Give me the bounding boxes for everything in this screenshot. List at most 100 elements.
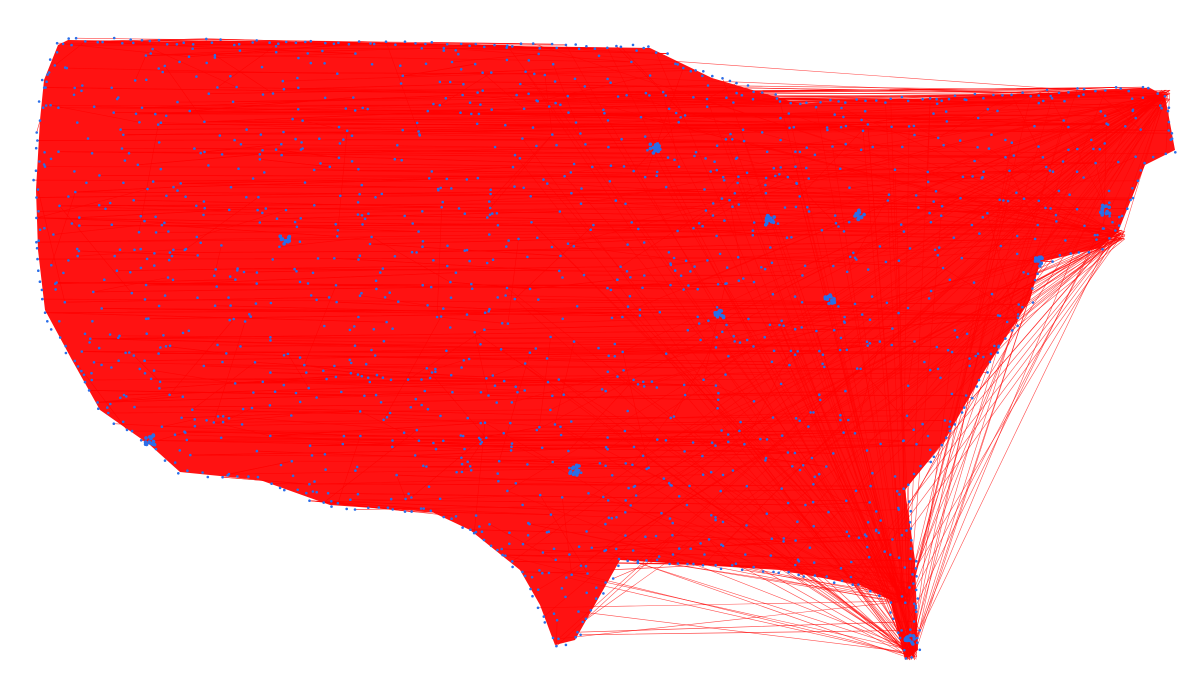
node [40, 78, 44, 82]
node [764, 176, 768, 180]
node [585, 530, 588, 533]
node [35, 196, 38, 199]
edge [44, 312, 387, 323]
node [214, 268, 217, 271]
node [1077, 94, 1081, 98]
node [868, 318, 872, 322]
edge [737, 231, 1124, 258]
node [110, 86, 113, 90]
node [1156, 92, 1159, 95]
node [185, 438, 189, 442]
node [454, 49, 458, 52]
node [1141, 96, 1145, 99]
edge [776, 98, 923, 100]
node [751, 97, 755, 101]
node [909, 509, 912, 513]
node [926, 434, 930, 438]
node [929, 289, 933, 293]
node [401, 74, 405, 78]
node [730, 564, 734, 567]
node [667, 107, 671, 111]
node [163, 459, 167, 462]
node [1108, 237, 1111, 240]
node [112, 111, 115, 114]
node [1118, 215, 1121, 219]
node [521, 570, 524, 574]
node [909, 547, 913, 550]
node [1114, 86, 1118, 89]
node [655, 170, 659, 174]
node [1131, 196, 1135, 200]
edge [702, 96, 1169, 566]
node [37, 210, 40, 213]
node [772, 349, 776, 353]
edge [565, 44, 915, 660]
node [409, 406, 413, 409]
node [915, 575, 918, 578]
node [92, 105, 96, 108]
node [158, 380, 162, 384]
edge [633, 115, 686, 172]
node [159, 121, 163, 124]
edge [506, 45, 905, 596]
node [742, 139, 746, 143]
node [636, 561, 640, 565]
node [725, 266, 729, 269]
node-cluster [713, 313, 718, 317]
node [914, 606, 918, 610]
node [582, 273, 586, 277]
edge [37, 257, 856, 260]
node [900, 533, 904, 537]
node [357, 315, 360, 319]
node [726, 433, 730, 436]
edge [578, 611, 916, 654]
edge [746, 485, 805, 577]
node [952, 236, 956, 239]
node [916, 636, 919, 640]
node [676, 562, 680, 565]
edge [134, 404, 423, 408]
edge [729, 199, 744, 279]
node [845, 348, 849, 352]
node [1131, 109, 1134, 113]
edge [703, 346, 754, 381]
node [202, 200, 206, 203]
node [345, 129, 349, 133]
node [202, 364, 206, 368]
node [813, 153, 817, 157]
edge [84, 38, 207, 42]
node [746, 84, 750, 87]
node [868, 501, 871, 504]
node [929, 460, 933, 464]
edge [651, 235, 1125, 382]
edge [899, 91, 1168, 639]
node [916, 641, 919, 644]
node [510, 442, 514, 445]
node [745, 524, 748, 527]
node [41, 297, 44, 301]
node [1062, 119, 1065, 122]
node [327, 296, 331, 299]
node [70, 43, 73, 47]
node [661, 90, 665, 94]
node [798, 468, 802, 472]
node [818, 349, 821, 353]
node [139, 266, 143, 270]
node [579, 564, 583, 568]
node [797, 560, 801, 563]
node [696, 315, 699, 319]
node-cluster [854, 212, 858, 216]
node [840, 106, 843, 110]
node [255, 449, 259, 453]
node [213, 53, 217, 57]
node-cluster [568, 471, 572, 476]
node [847, 534, 851, 538]
node [968, 357, 971, 360]
node [973, 92, 977, 96]
node [474, 42, 478, 46]
node [740, 93, 744, 97]
node [934, 190, 938, 193]
node [333, 364, 336, 368]
edge [987, 200, 1004, 214]
node [806, 206, 809, 209]
